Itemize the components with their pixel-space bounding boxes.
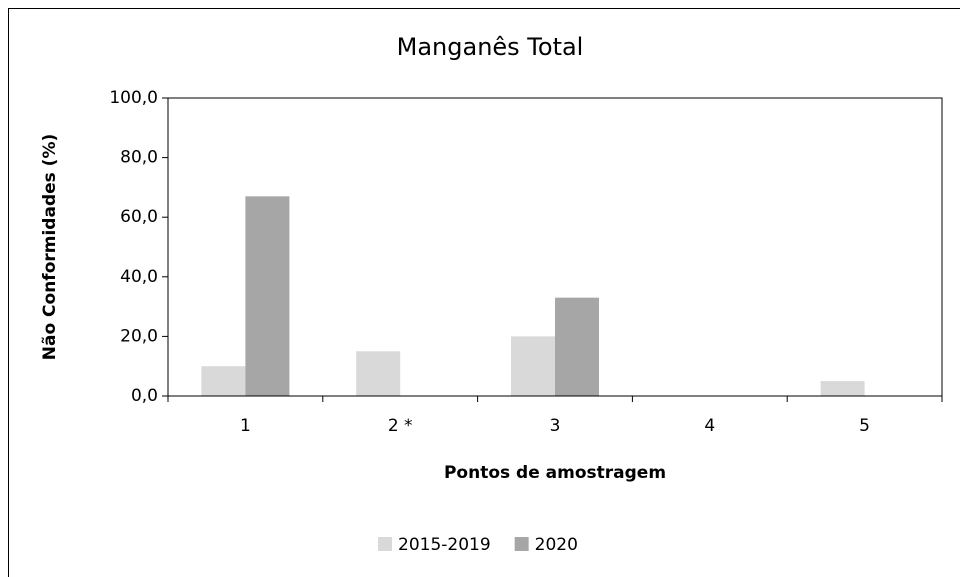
chart-title: Manganês Total — [397, 33, 584, 61]
chart-frame — [8, 8, 960, 577]
x-axis-label: Pontos de amostragem — [444, 463, 666, 483]
y-tick-label: 20,0 — [120, 326, 158, 346]
legend-swatch — [514, 537, 529, 551]
x-tick-label: 5 — [859, 416, 870, 436]
legend-label: 2020 — [535, 535, 578, 555]
bar — [201, 366, 246, 396]
y-axis-label: Não Conformidades (%) — [40, 134, 60, 361]
bar — [555, 297, 599, 396]
bar — [245, 196, 290, 396]
x-tick-label: 4 — [704, 416, 715, 436]
y-tick-label: 80,0 — [120, 148, 158, 168]
y-tick-label: 100,0 — [109, 88, 158, 108]
bar — [511, 336, 555, 396]
y-tick-label: 40,0 — [120, 267, 158, 287]
y-tick-label: 60,0 — [120, 207, 158, 227]
y-tick-label: 0,0 — [131, 386, 158, 406]
legend-swatch — [378, 537, 392, 551]
legend-label: 2015-2019 — [398, 535, 491, 555]
x-tick-label: 3 — [550, 416, 561, 436]
x-tick-label: 1 — [240, 416, 251, 436]
x-tick-label: 2 * — [388, 416, 413, 436]
bar — [356, 351, 401, 396]
bar — [820, 381, 865, 396]
